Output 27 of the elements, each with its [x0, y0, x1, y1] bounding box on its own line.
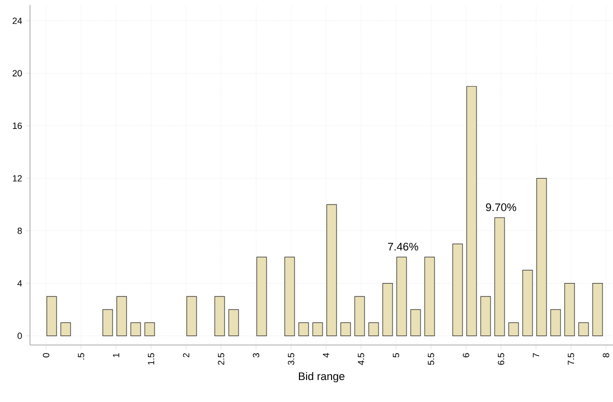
y-tick-label: 12 — [12, 175, 22, 182]
x-tick-label: 6.5 — [498, 353, 504, 365]
x-tick-label: 5.5 — [428, 353, 434, 365]
x-tick-label: 0 — [42, 353, 50, 358]
x-tick-label: .5 — [78, 353, 84, 360]
y-tick-label: 16 — [12, 122, 22, 129]
x-tick-label: 7 — [532, 353, 540, 358]
x-tick-label: 3.5 — [288, 353, 294, 365]
y-tick-label: 4 — [17, 280, 22, 286]
x-axis-title: Bid range — [298, 372, 344, 382]
y-tick-label: 24 — [12, 18, 22, 24]
x-tick-label: 6 — [462, 353, 470, 358]
x-tick-label: 2 — [182, 353, 190, 358]
x-tick-label: 7.5 — [568, 353, 574, 365]
x-tick-label: 3 — [252, 353, 260, 358]
y-tick-label: 8 — [18, 228, 22, 234]
x-tick-label: 1.5 — [148, 353, 154, 365]
x-tick-label: 1 — [113, 353, 120, 358]
annotation: 7.46% — [388, 242, 418, 251]
x-tick-label: 4 — [322, 353, 330, 358]
x-tick-label: 4.5 — [358, 353, 364, 366]
x-tick-label: 8 — [602, 353, 610, 358]
y-tick-label: 20 — [12, 70, 22, 76]
x-tick-label: 2.5 — [218, 353, 224, 365]
y-tick-label: 0 — [18, 332, 22, 339]
x-tick-label: 5 — [392, 353, 400, 358]
annotation: 9.70% — [486, 203, 516, 212]
